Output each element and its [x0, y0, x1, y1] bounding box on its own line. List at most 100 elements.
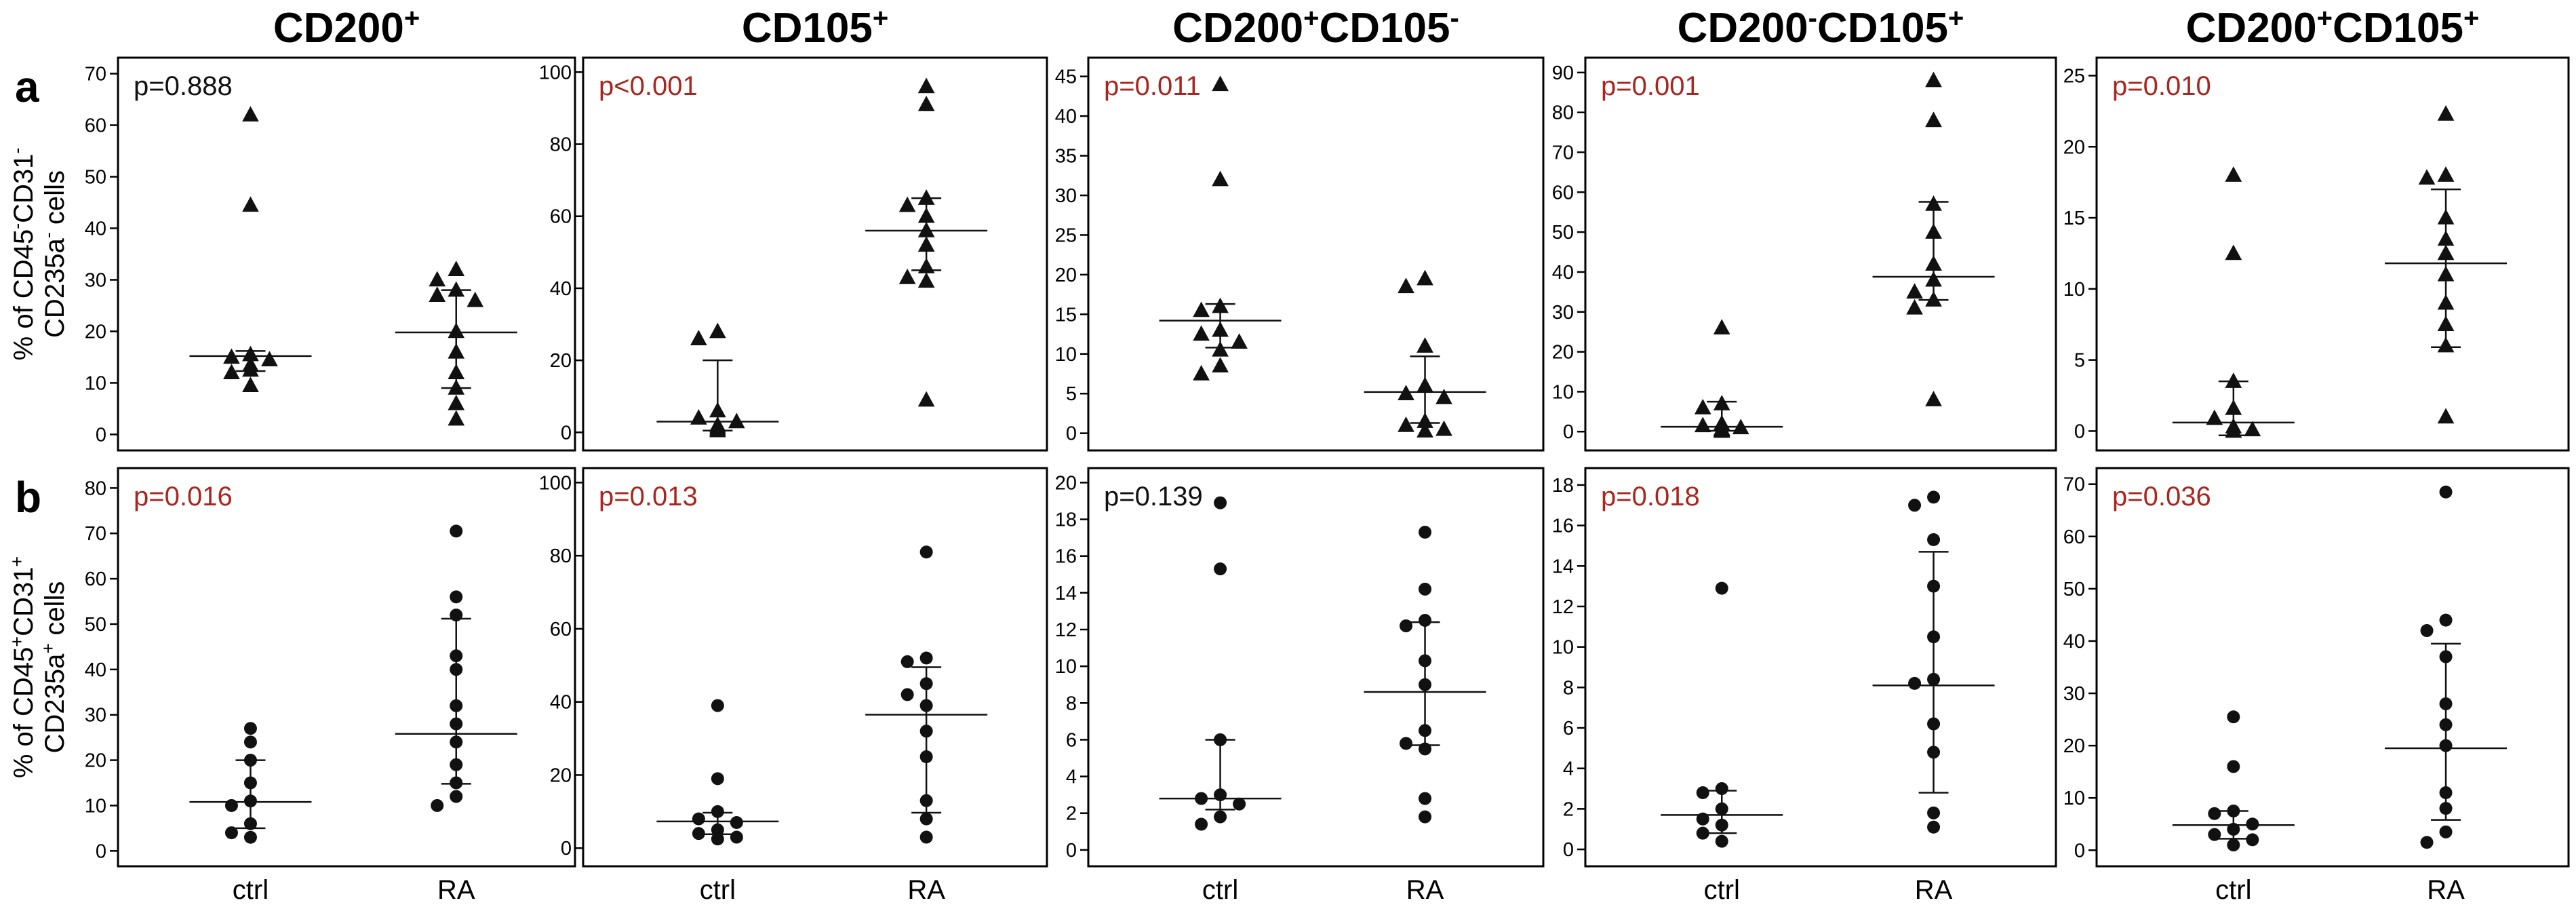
y-tick-label: 45	[1055, 66, 1077, 88]
RA-data-point	[1927, 717, 1941, 731]
y-tick-label: 35	[1055, 146, 1077, 168]
row-label-a: a	[15, 62, 39, 111]
panel-frame	[1584, 467, 2057, 868]
RA-data-point	[1927, 820, 1941, 834]
y-tick-label: 10	[1055, 344, 1077, 366]
RA-data-point	[2437, 209, 2455, 225]
y-tick-label: 10	[1055, 656, 1077, 678]
ctrl-data-point	[261, 351, 278, 366]
ctrl-data-point	[709, 322, 726, 339]
RA-data-point	[2418, 169, 2436, 185]
ctrl-data-point	[2246, 817, 2259, 831]
y-axis-label-a-line2: CD235a-​ cells	[38, 170, 70, 338]
y-tick-label: 2	[1066, 803, 1077, 825]
y-tick-label: 0	[2074, 840, 2085, 862]
panel-b-2: 0 20 40 60 80 100 p=0.013	[539, 467, 1048, 868]
ctrl-data-point	[223, 364, 240, 379]
y-tick-label: 50	[85, 614, 106, 636]
ctrl-data-point	[711, 832, 724, 846]
panel-frame	[1584, 56, 2057, 452]
ctrl-data-point	[1696, 826, 1709, 840]
RA-data-point	[1925, 391, 1942, 406]
RA-data-point	[450, 590, 463, 604]
y-tick-label: 60	[85, 115, 106, 137]
RA-data-point	[1416, 412, 1433, 428]
ctrl-data-point	[1212, 75, 1229, 92]
RA-data-point	[919, 830, 933, 844]
RA-data-point	[1419, 582, 1432, 596]
y-tick-label: 50	[2063, 579, 2085, 600]
ctrl-data-point	[223, 348, 240, 364]
RA-data-point	[450, 649, 463, 663]
RA-data-point	[2439, 825, 2453, 838]
RA-data-point	[917, 207, 935, 223]
y-tick-label: 100	[539, 472, 572, 494]
x-tick-label-RA: RA	[2427, 875, 2465, 905]
RA-data-point	[2437, 105, 2455, 121]
ctrl-data-point	[1231, 333, 1248, 349]
y-tick-label: 70	[2063, 474, 2085, 496]
RA-data-point	[450, 524, 463, 538]
RA-data-point	[919, 545, 933, 559]
panel-frame	[582, 467, 1048, 868]
ctrl-data-point	[243, 776, 257, 790]
ctrl-data-point	[690, 330, 707, 346]
row-labels: ab	[15, 62, 41, 522]
y-tick-label: 60	[550, 206, 572, 228]
RA-data-point	[2439, 613, 2453, 627]
RA-data-point	[448, 343, 465, 359]
y-tick-label: 30	[1055, 185, 1077, 207]
y-tick-label: 20	[550, 350, 572, 372]
ctrl-data-point	[242, 106, 259, 122]
RA-data-point	[1906, 298, 1923, 315]
RA-data-point	[1416, 337, 1433, 353]
ctrl-data-point	[2208, 828, 2221, 841]
y-tick-label: 8	[1563, 677, 1574, 699]
RA-data-point	[450, 735, 463, 749]
RA-data-point	[1419, 724, 1432, 737]
ctrl-data-point	[730, 830, 743, 844]
y-axis-label-b-line1: % of CD45+​CD31+​	[7, 556, 39, 778]
y-tick-label: 60	[2063, 526, 2085, 548]
ctrl-data-point	[243, 817, 257, 830]
y-tick-label: 4	[1563, 758, 1574, 780]
ctrl-data-point	[2206, 409, 2223, 425]
RA-data-point	[429, 271, 446, 287]
ctrl-data-point	[2225, 399, 2242, 415]
y-tick-label: 20	[85, 321, 106, 343]
y-tick-label: 20	[2063, 735, 2085, 757]
y-tick-label: 0	[561, 422, 572, 444]
y-tick-label: 0	[1066, 840, 1077, 862]
RA-data-point	[1419, 613, 1432, 627]
RA-data-point	[1927, 533, 1941, 547]
y-tick-label: 30	[1552, 302, 1574, 324]
RA-data-point	[467, 291, 484, 307]
RA-data-point	[450, 699, 463, 712]
RA-data-point	[1908, 499, 1922, 512]
RA-data-point	[1927, 579, 1941, 593]
RA-data-point	[2437, 315, 2455, 331]
ctrl-data-point	[1193, 364, 1210, 381]
panel-frame	[1087, 467, 1545, 868]
ctrl-data-point	[1694, 398, 1711, 414]
RA-data-point	[1400, 619, 1413, 633]
RA-data-point	[1416, 269, 1433, 286]
ctrl-data-point	[709, 421, 726, 438]
RA-data-point	[1925, 111, 1942, 128]
ctrl-data-point	[1715, 834, 1728, 848]
ctrl-data-point	[1696, 812, 1709, 826]
y-tick-label: 12	[1055, 619, 1077, 641]
y-tick-label: 80	[550, 134, 572, 156]
ctrl-data-point	[1696, 786, 1709, 799]
ctrl-data-point	[243, 794, 257, 808]
RA-data-point	[1416, 422, 1433, 438]
x-tick-label-ctrl: ctrl	[1704, 875, 1740, 905]
RA-data-point	[898, 269, 916, 284]
panel-frame	[117, 467, 576, 868]
y-tick-label: 15	[2063, 208, 2085, 229]
ctrl-data-point	[1732, 419, 1749, 435]
y-tick-label: 80	[85, 478, 106, 499]
y-tick-label: 60	[550, 619, 572, 640]
column-title-5: CD200+​CD105+​	[2186, 3, 2480, 52]
RA-data-point	[917, 258, 935, 273]
